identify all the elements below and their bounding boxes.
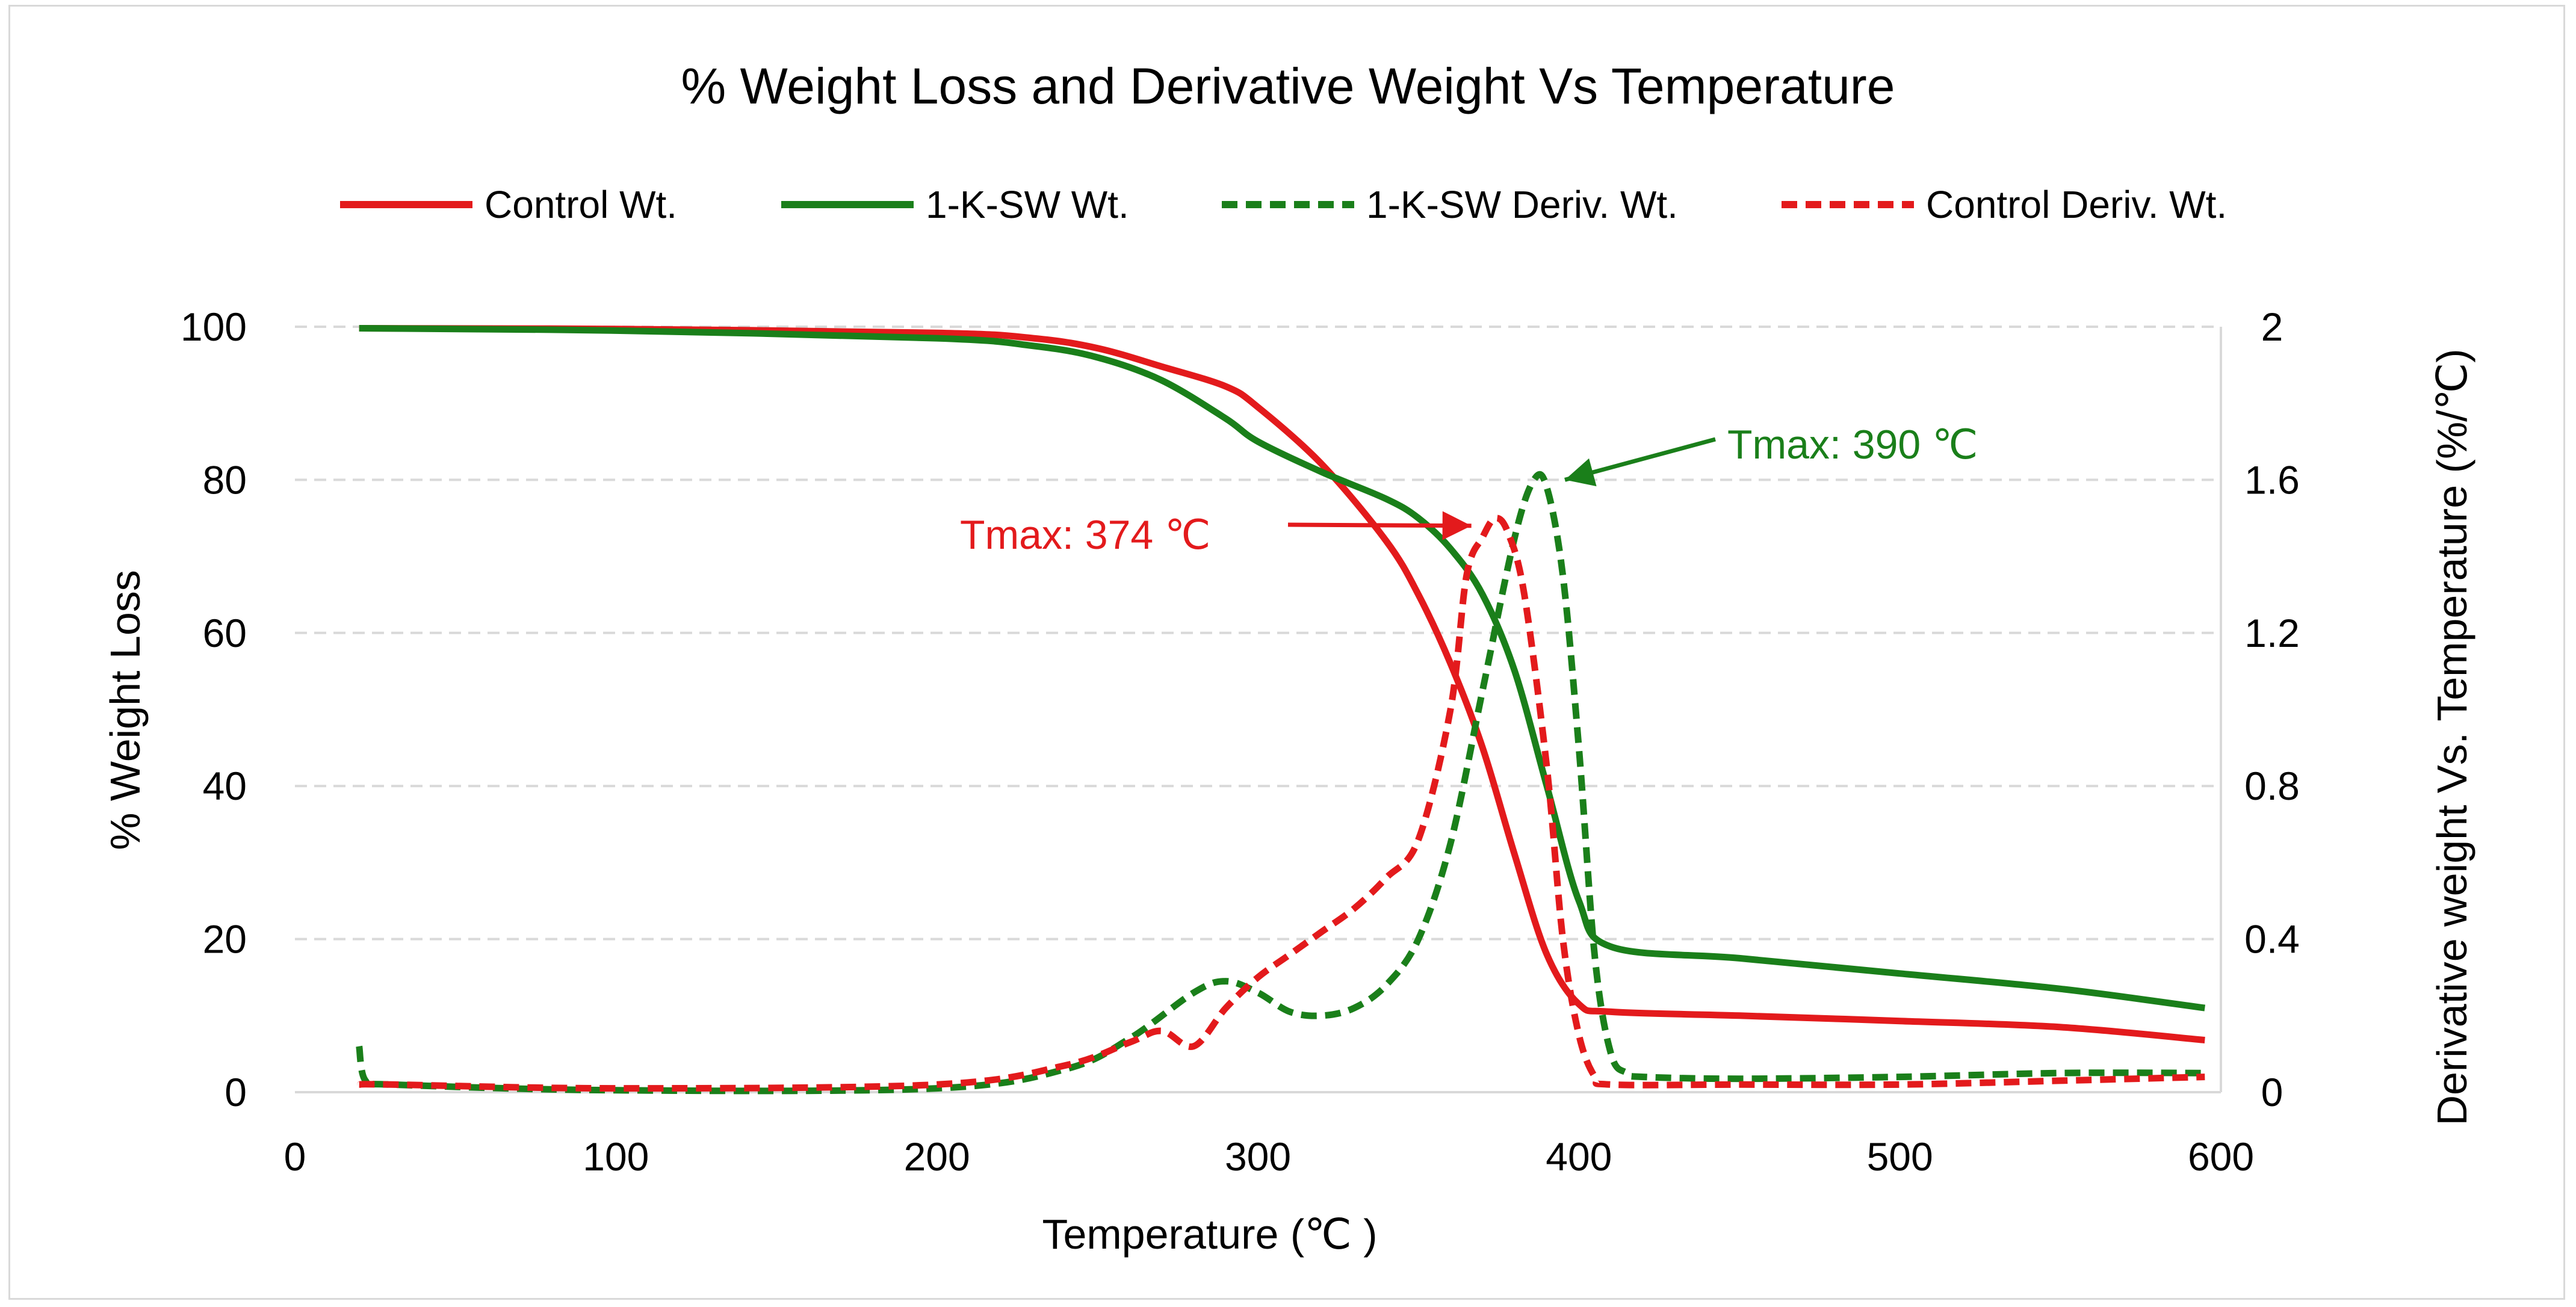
y-tick-label: 20 xyxy=(203,917,247,962)
x-axis-label: Temperature (℃ ) xyxy=(1042,1211,1377,1258)
y2-axis-label: Derivative weight Vs. Temperature (%/℃) xyxy=(2429,348,2475,1125)
y2-tick-label: 2 xyxy=(2261,304,2283,349)
legend-label: 1-K-SW Deriv. Wt. xyxy=(1366,183,1678,226)
gridlines xyxy=(295,326,2222,1093)
annotation-arrow-line xyxy=(1287,522,1472,528)
y-tick-label: 40 xyxy=(203,764,247,808)
x-tick-label: 200 xyxy=(904,1134,970,1179)
annotation-arrowhead xyxy=(1565,458,1597,487)
y-axis-ticks: 0 20 40 60 80 100 xyxy=(181,304,247,1114)
y2-tick-label: 1.2 xyxy=(2244,611,2300,655)
chart-title: % Weight Loss and Derivative Weight Vs T… xyxy=(681,58,1895,114)
y-tick-label: 60 xyxy=(203,611,247,655)
y-tick-label: 100 xyxy=(181,304,247,349)
y-axis-label: % Weight Loss xyxy=(102,570,149,850)
legend-label: 1-K-SW Wt. xyxy=(926,183,1129,226)
legend-label: Control Deriv. Wt. xyxy=(1926,183,2227,226)
y2-tick-label: 0.4 xyxy=(2244,917,2300,962)
series-line-control-deriv-wt xyxy=(357,514,2205,1092)
y2-tick-label: 0.8 xyxy=(2244,764,2300,808)
x-axis-ticks: 0 100 200 300 400 500 600 xyxy=(284,1134,2254,1179)
series-line-control-wt xyxy=(359,325,2205,1043)
tmax-annotation: Tmax: 374 ℃ xyxy=(960,512,1211,558)
legend: Control Wt. 1-K-SW Wt. 1-K-SW Deriv. Wt. Co… xyxy=(340,183,2227,226)
x-tick-label: 0 xyxy=(284,1134,306,1179)
annotation-arrowhead xyxy=(1442,511,1472,540)
x-tick-label: 600 xyxy=(2188,1134,2254,1179)
y-tick-label: 80 xyxy=(203,457,247,502)
y2-tick-label: 1.6 xyxy=(2244,457,2300,502)
tmax-annotation: Tmax: 390 ℃ xyxy=(1727,422,1978,468)
x-tick-label: 500 xyxy=(1867,1134,1933,1179)
x-tick-label: 100 xyxy=(583,1134,649,1179)
legend-label: Control Wt. xyxy=(485,183,677,226)
x-tick-label: 400 xyxy=(1546,1134,1612,1179)
series-line-1-k-sw-deriv-wt xyxy=(356,471,2205,1095)
x-tick-label: 300 xyxy=(1225,1134,1291,1179)
y2-axis-ticks: 0 0.4 0.8 1.2 1.6 2 xyxy=(2244,304,2300,1114)
y2-tick-label: 0 xyxy=(2261,1070,2283,1114)
y-tick-label: 0 xyxy=(224,1070,247,1114)
annotations: Tmax: 374 ℃ Tmax: 390 ℃ xyxy=(960,422,1978,558)
